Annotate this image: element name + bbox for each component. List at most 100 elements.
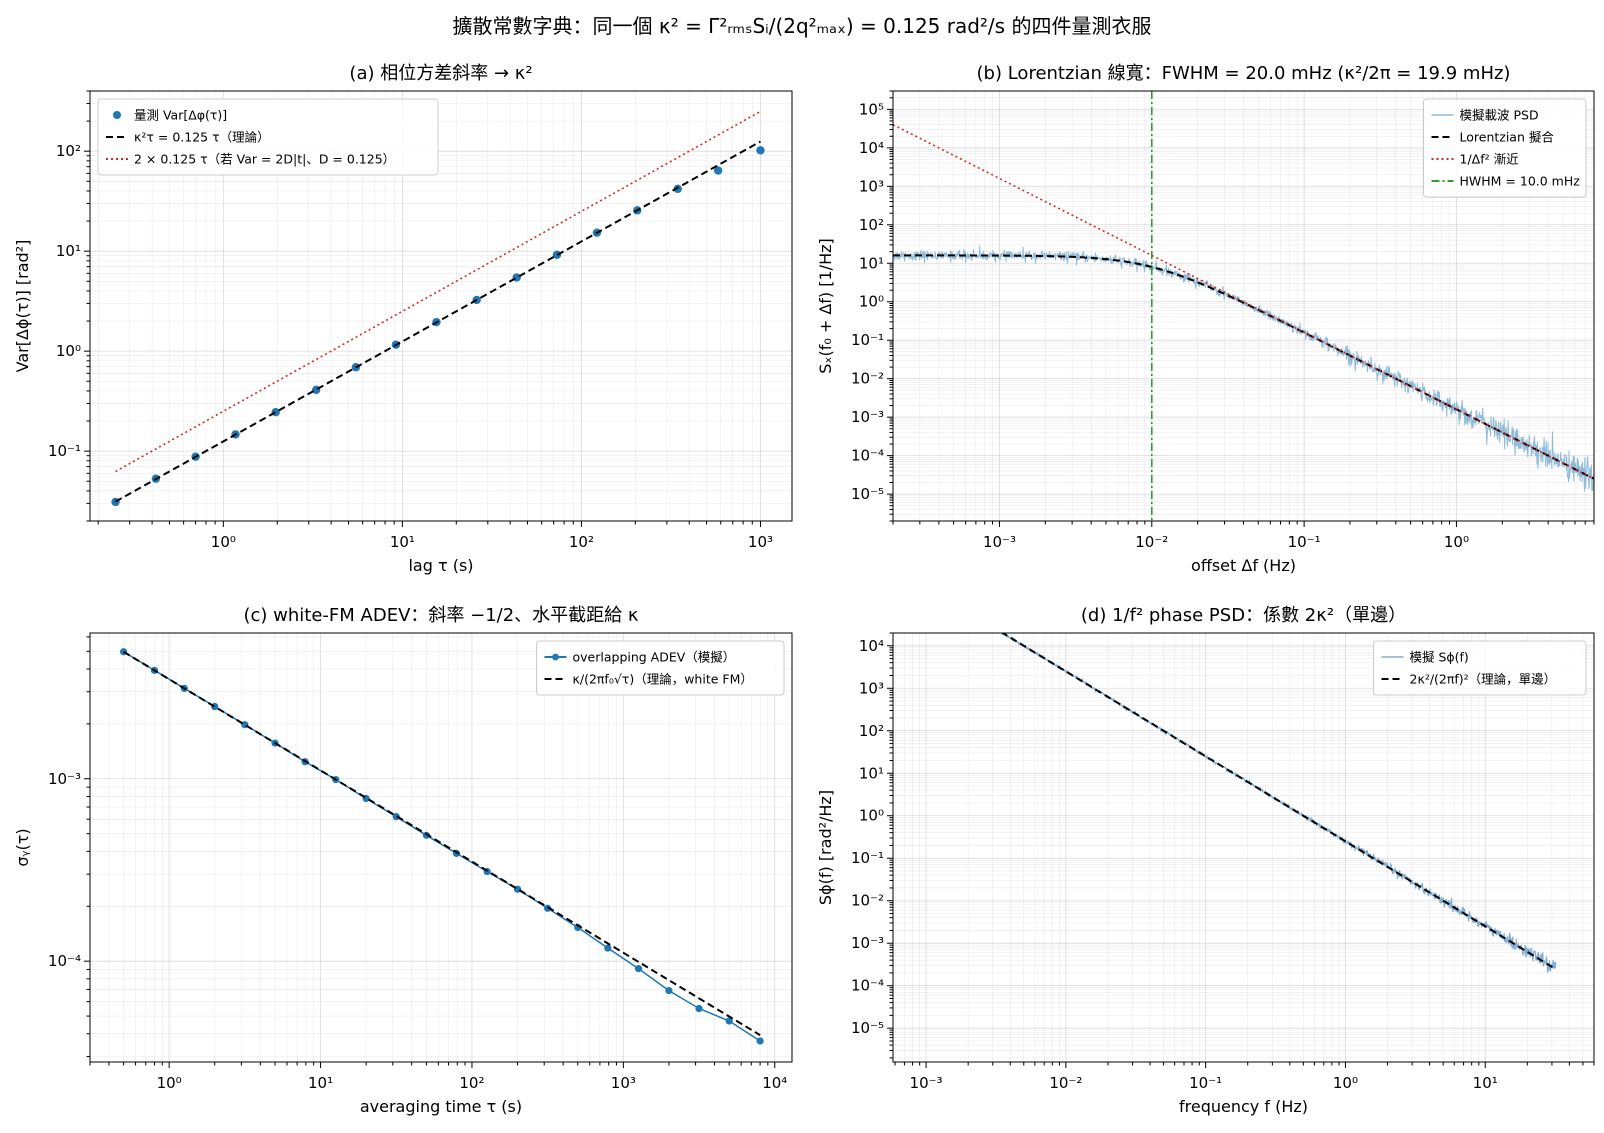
legend-entry-label: 2κ²/(2πf)²（理論，單邊）: [1410, 672, 1557, 687]
legend-entry-label: κ/(2πf₀√τ)（理論，white FM）: [573, 672, 753, 687]
x-tick-label: 10⁻³: [983, 533, 1016, 551]
data-point: [756, 146, 765, 155]
x-tick-label: 10⁻¹: [1189, 1074, 1222, 1092]
y-tick-label: 10⁻⁵: [851, 1019, 884, 1037]
y-tick-label: 10⁻³: [48, 770, 81, 788]
x-tick-label: 10⁻³: [910, 1074, 943, 1092]
x-tick-label: 10²: [459, 1074, 484, 1092]
axes-frame-c: [89, 632, 793, 1063]
legend-frame: [536, 640, 785, 696]
y-tick-label: 10¹: [859, 764, 884, 782]
chart-panel-a: 10⁰ 10¹ 10² 10³ 10⁻¹ 10⁰ 10¹ 10² (a) 相位方差斜率 → κ²…: [13, 63, 793, 575]
y-tick-label: 10⁻³: [851, 408, 884, 426]
legend-frame: [1423, 98, 1587, 198]
y-axis-label-c: σᵧ(τ): [13, 828, 32, 866]
y-tick-label: 10¹: [859, 254, 884, 272]
series-a-1: [115, 140, 761, 503]
legend-d: 模擬 Sϕ(f) 2κ²/(2πf)²（理論，單邊）: [1373, 640, 1587, 696]
series-b-2: [893, 123, 1594, 480]
y-tick-label: 10⁰: [859, 807, 884, 825]
chart-panel-c: 10⁰ 10¹ 10² 10³ 10⁴ 10⁻⁴ 10⁻³ (c) white-FM ADEV…: [13, 605, 793, 1116]
series-d-1: [1000, 633, 1557, 971]
x-tick-label: 10⁰: [1333, 1074, 1358, 1092]
series-b-1: [893, 254, 1594, 480]
y-tick-label: 10⁻⁴: [48, 952, 81, 970]
data-point: [604, 944, 612, 952]
y-tick-label: 10⁴: [859, 637, 884, 655]
data-point: [695, 1004, 703, 1013]
data-point: [725, 1017, 733, 1025]
legend-entry-label: 量測 Var[Δφ(τ)]: [134, 108, 227, 123]
x-axis-label-a: lag τ (s): [408, 556, 473, 575]
plot-area-d: [999, 633, 1557, 974]
y-tick-label: 10⁻⁴: [851, 447, 884, 465]
y-tick-label: 10⁵: [859, 100, 884, 118]
x-tick-label: 10³: [748, 533, 773, 551]
legend-entry-label: Lorentzian 擬合: [1460, 130, 1555, 145]
legend-entry-label: 2 × 0.125 τ（若 Var = 2D|t|、D = 0.125）: [134, 152, 395, 167]
x-tick-label: 10²: [569, 533, 594, 551]
y-tick-label: 10²: [859, 216, 884, 234]
legend-c: overlapping ADEV（模擬） κ/(2πf₀√τ)（理論，white …: [536, 640, 785, 696]
legend-entry-label: 模擬載波 PSD: [1460, 108, 1539, 123]
y-axis-label-a: Var[Δϕ(τ)] [rad²]: [13, 240, 32, 373]
y-tick-label: 10⁻¹: [851, 331, 884, 349]
legend-marker: [113, 111, 121, 119]
grid-b: [892, 90, 1595, 522]
legend-b: 模擬載波 PSD Lorentzian 擬合 1/Δf² 漸近 HWHM = 10.0…: [1423, 98, 1587, 198]
legend-entry-label: HWHM = 10.0 mHz: [1460, 174, 1581, 189]
x-tick-label: 10⁰: [1444, 533, 1469, 551]
x-tick-label: 10³: [611, 1074, 636, 1092]
x-tick-label: 10¹: [308, 1074, 333, 1092]
chart-panel-b: 10⁻³ 10⁻² 10⁻¹ 10⁰ 10⁻⁵ 10⁻⁴ 10⁻³ 10⁻² 10⁻¹ 10⁰ 10…: [816, 63, 1595, 575]
legend-frame: [1373, 640, 1587, 696]
figure-title: 擴散常數字典：同一個 κ² = Γ²ᵣₘₛSᵢ/(2q²ₘₐₓ) = 0.125…: [452, 14, 1152, 38]
data-point: [756, 1037, 764, 1045]
panel-title-c: (c) white-FM ADEV：斜率 −1/2、水平截距給 κ: [244, 605, 639, 626]
plot-area-c: [119, 648, 764, 1045]
axes-frame-b: [892, 90, 1595, 522]
panel-title-d: (d) 1/f² phase PSD：係數 2κ²（單邊）: [1081, 605, 1406, 626]
y-tick-label: 10³: [859, 679, 884, 697]
x-axis-label-b: offset Δf (Hz): [1191, 556, 1296, 575]
data-point: [552, 250, 562, 259]
x-axis-label-d: frequency f (Hz): [1179, 1097, 1308, 1116]
panel-title-a: (a) 相位方差斜率 → κ²: [349, 63, 532, 84]
x-tick-label: 10⁻²: [1135, 533, 1168, 551]
plot-area-a: [111, 110, 765, 507]
legend-entry-label: overlapping ADEV（模擬）: [573, 650, 736, 665]
panel-title-b: (b) Lorentzian 線寬：FWHM = 20.0 mHz (κ²/2π…: [977, 63, 1511, 84]
ticks-c: 10⁰ 10¹ 10² 10³ 10⁴ 10⁻⁴ 10⁻³: [48, 636, 787, 1092]
y-axis-label-d: Sϕ(f) [rad²/Hz]: [816, 790, 835, 905]
x-tick-label: 10⁰: [211, 533, 236, 551]
y-tick-label: 10¹: [56, 242, 81, 260]
grid-c: [89, 633, 792, 1062]
legend-entry-label: κ²τ = 0.125 τ（理論）: [134, 130, 270, 145]
y-tick-label: 10⁻¹: [48, 442, 81, 460]
axes-frame-d: [892, 632, 1595, 1063]
series-c-1: [123, 650, 761, 1036]
data-point: [271, 408, 280, 417]
legend-frame: [97, 98, 439, 176]
ticks-d: 10⁻³ 10⁻² 10⁻¹ 10⁰ 10¹ 10⁻⁵ 10⁻⁴ 10⁻³ 10⁻² 10⁻¹ 10…: [851, 632, 1595, 1092]
y-tick-label: 10²: [859, 722, 884, 740]
y-tick-label: 10⁻³: [851, 934, 884, 952]
y-tick-label: 10⁻⁴: [851, 977, 884, 995]
x-tick-label: 10⁰: [157, 1074, 182, 1092]
ticks-a: 10⁰ 10¹ 10² 10³ 10⁻¹ 10⁰ 10¹ 10²: [48, 90, 773, 551]
data-point: [665, 986, 673, 995]
y-tick-label: 10⁴: [859, 139, 884, 157]
y-tick-label: 10⁻²: [851, 370, 884, 388]
x-tick-label: 10¹: [1473, 1074, 1498, 1092]
y-tick-label: 10⁰: [859, 293, 884, 311]
legend-entry-label: 1/Δf² 漸近: [1460, 152, 1520, 167]
x-axis-label-c: averaging time τ (s): [360, 1097, 522, 1116]
x-tick-label: 10⁻¹: [1288, 533, 1321, 551]
y-axis-label-b: Sₓ(f₀ + Δf) [1/Hz]: [816, 238, 835, 374]
series-a-2: [115, 110, 761, 473]
data-point: [512, 273, 521, 282]
legend-a: 量測 Var[Δφ(τ)] κ²τ = 0.125 τ（理論） 2 × 0.125 …: [97, 98, 439, 176]
y-tick-label: 10²: [56, 142, 81, 160]
y-tick-label: 10⁻⁵: [851, 485, 884, 503]
